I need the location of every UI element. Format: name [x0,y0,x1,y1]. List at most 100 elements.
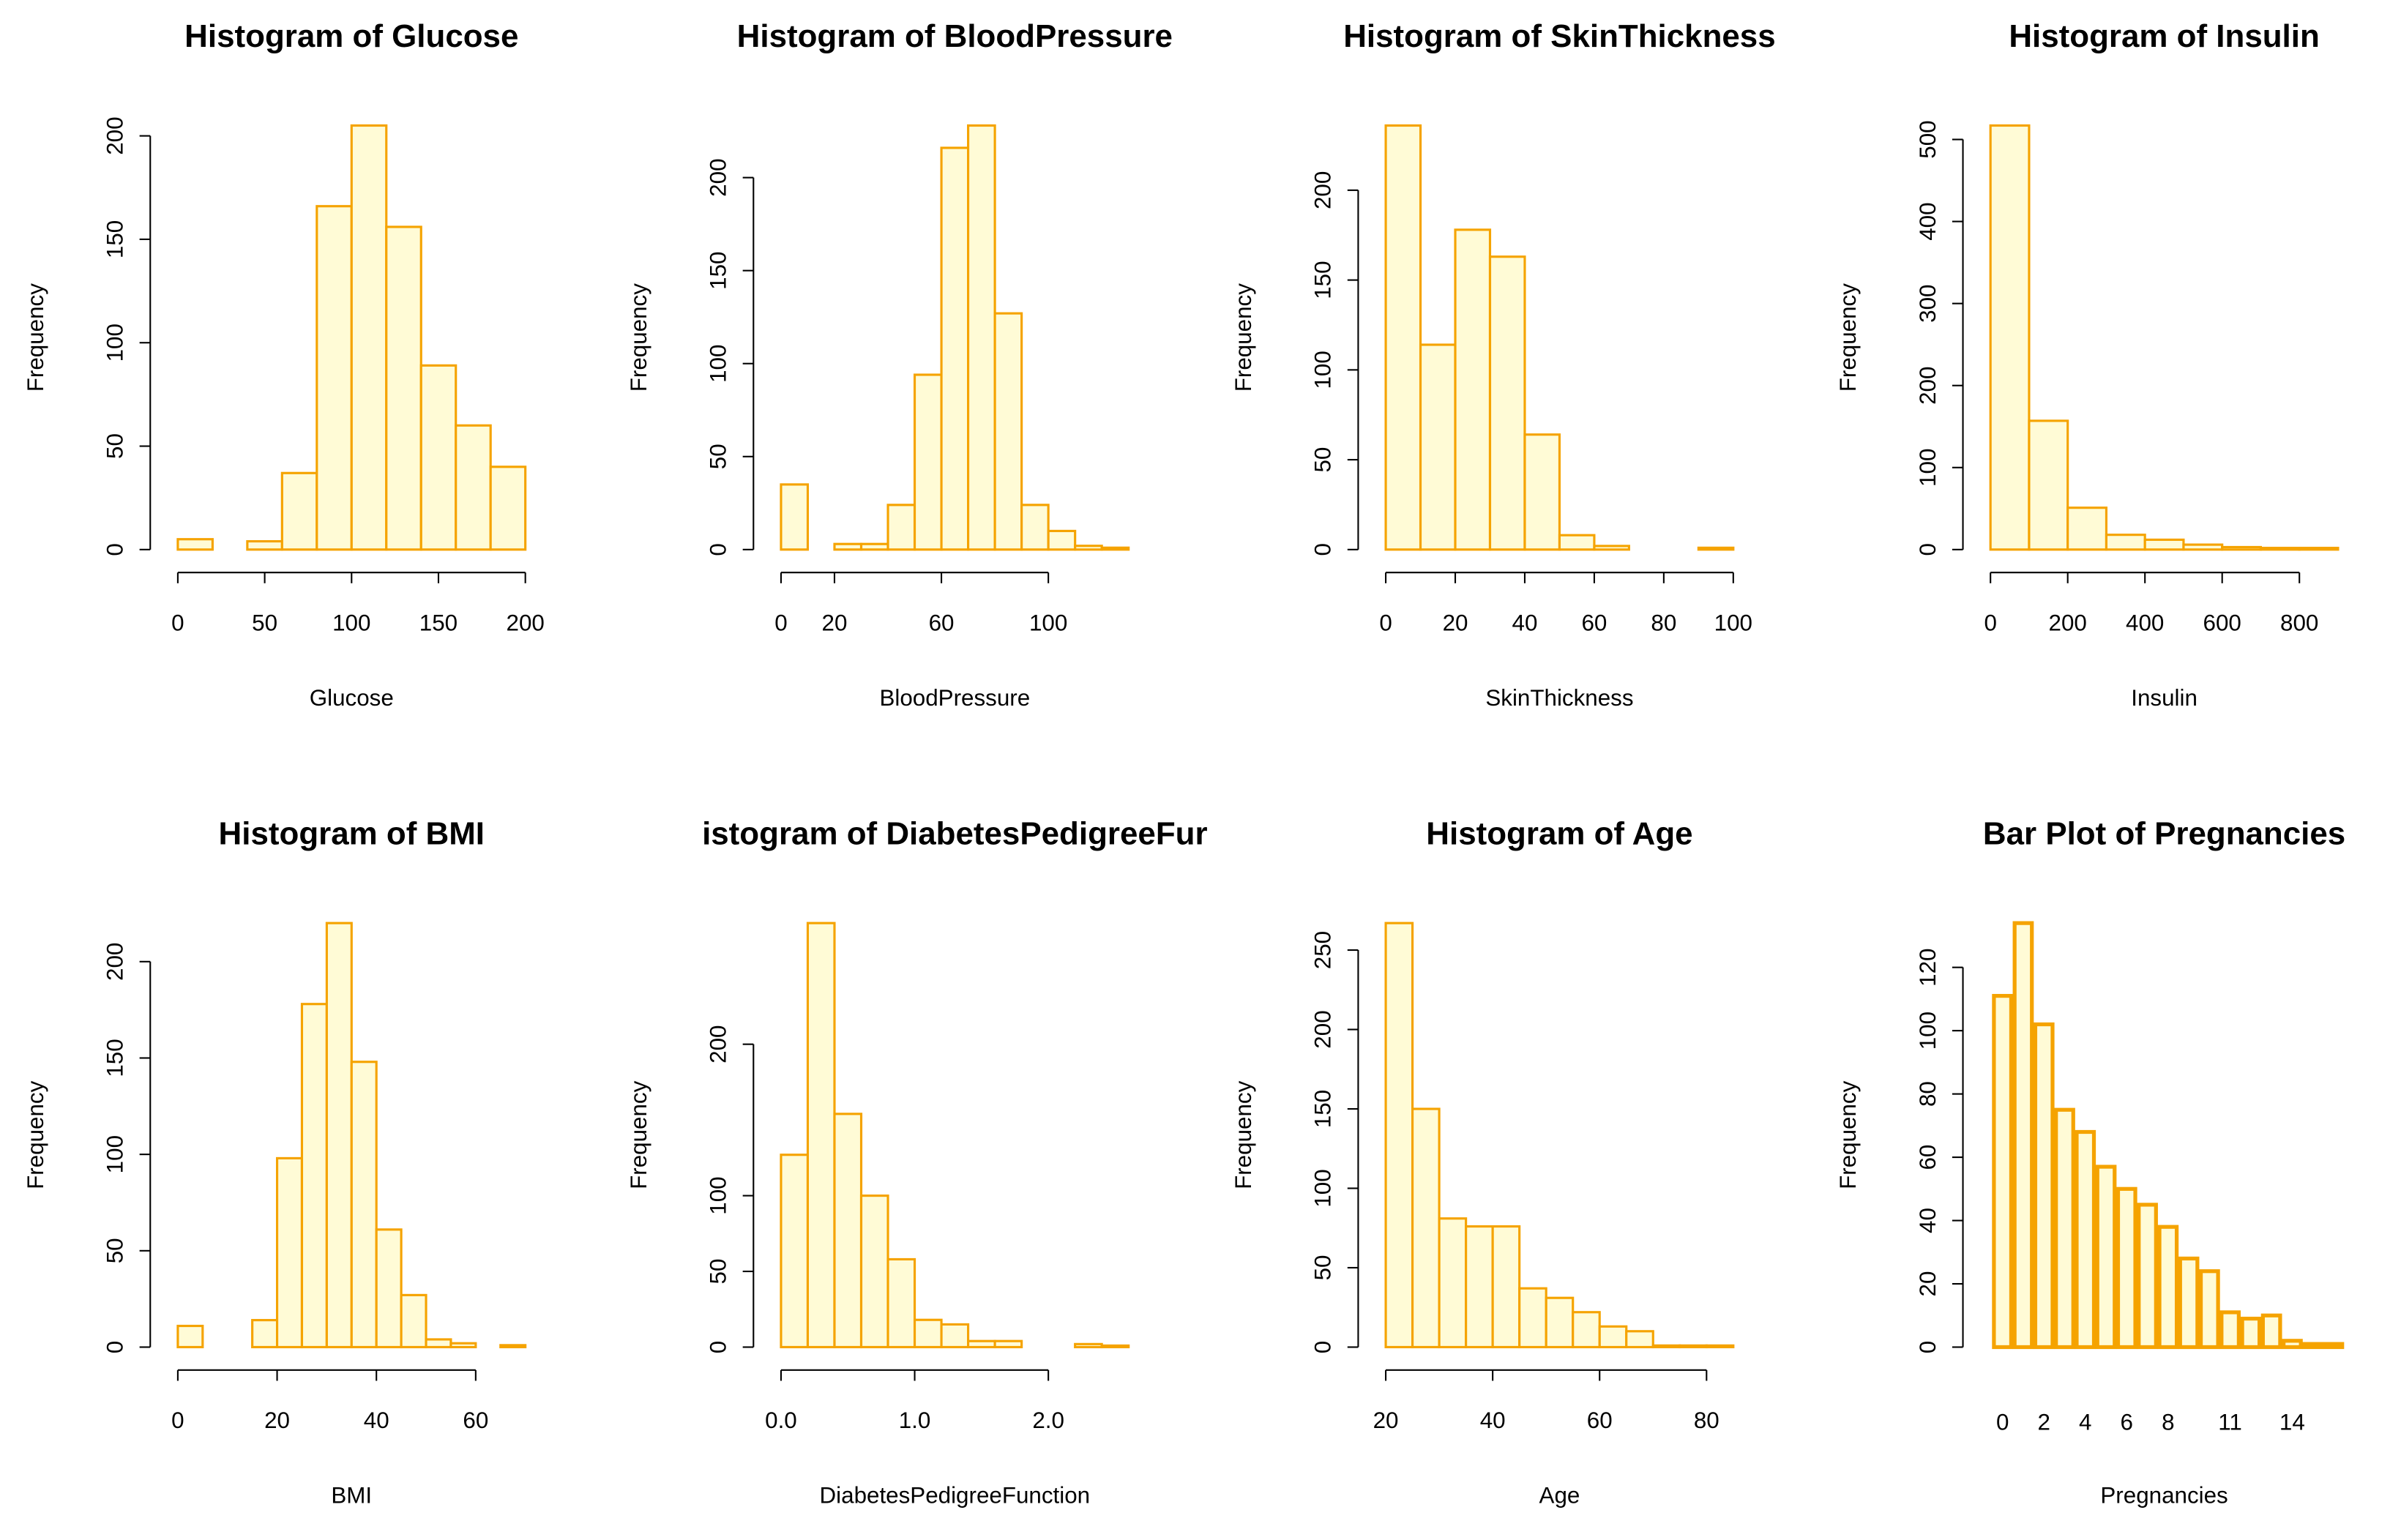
y-tick-label: 500 [1915,120,1941,158]
y-tick-label: 50 [706,1259,731,1285]
y-tick-label: 250 [1310,931,1336,969]
x-tick-label: 80 [1694,1408,1719,1433]
x-tick-label: 800 [2280,610,2318,636]
histogram-bar [1572,1311,1601,1349]
histogram-bar [1074,1342,1103,1349]
histogram-bar [449,1342,477,1349]
histogram-bar [325,922,353,1349]
histogram-bar [1989,124,2031,551]
x-tick-label: 80 [1651,610,1676,636]
x-tick-label: 0 [1379,610,1392,636]
y-axis-label: Frequency [626,1080,651,1189]
y-tick-label: 0 [1310,543,1336,556]
histogram-bar [1419,343,1457,551]
histogram-bar [2259,547,2301,551]
chart-title: Histogram of Glucose [184,18,518,54]
x-tick-label: 2.0 [1032,1408,1064,1433]
x-axis-label: SkinThickness [1485,685,1633,711]
histogram-bar [2221,545,2263,551]
y-tick-label: 100 [102,324,128,362]
y-tick-label: 200 [102,116,128,154]
y-tick-label: 40 [1915,1208,1941,1233]
x-tick-label: 20 [822,610,848,636]
histogram-bar [176,538,214,551]
y-tick-label: 300 [1915,284,1941,322]
x-axis-label: Insulin [2131,685,2198,711]
y-tick-label: 100 [1310,351,1336,389]
chart-title: istogram of DiabetesPedigreeFur [702,816,1207,852]
y-axis-label: Frequency [1835,1080,1861,1189]
x-tick-label: 200 [2049,610,2087,636]
x-tick-label: 0 [171,610,184,636]
histogram-bar [913,1318,943,1349]
y-tick-label: 50 [706,444,731,469]
y-axis-label: Frequency [23,1080,48,1189]
y-tick-label: 0 [1310,1341,1336,1353]
y-tick-label: 0 [102,543,128,556]
y-tick-label: 200 [706,1025,731,1064]
y-tick-label: 0 [102,1341,128,1353]
histogram-bar [1598,1325,1628,1349]
histogram-bar [1411,1107,1441,1349]
y-tick-label: 0 [1915,1341,1941,1353]
bar [2157,1225,2179,1350]
x-tick-label: 400 [2126,610,2164,636]
y-tick-label: 200 [706,158,731,196]
y-tick-label: 100 [1310,1169,1336,1207]
histogram-bar [2298,547,2340,551]
x-tick-label: 4 [2079,1409,2091,1435]
x-tick-label: 40 [1512,610,1538,636]
y-tick-label: 0 [706,543,731,556]
y-tick-label: 200 [1310,171,1336,209]
x-tick-label: 0 [1996,1409,2009,1435]
y-tick-label: 100 [1915,449,1941,487]
y-tick-label: 150 [1310,261,1336,299]
x-tick-label: 100 [332,610,370,636]
histogram-bar [176,1324,204,1349]
histogram-bar [859,1195,889,1349]
x-tick-label: 6 [2121,1409,2133,1435]
y-tick-label: 60 [1915,1145,1941,1170]
x-tick-label: 20 [1443,610,1468,636]
x-tick-label: 1.0 [899,1408,931,1433]
y-tick-label: 50 [1310,447,1336,473]
histogram-bar [1625,1330,1654,1349]
histogram-bar [280,471,318,551]
bar [2219,1310,2241,1350]
histogram-bar [993,1339,1023,1349]
x-tick-label: 8 [2162,1409,2174,1435]
x-tick-label: 60 [1587,1408,1613,1433]
x-tick-label: 2 [2037,1409,2050,1435]
histogram-bar [275,1156,304,1349]
histogram-bar [489,466,527,551]
histogram-bar [1020,504,1050,551]
chart-title: Histogram of Age [1426,816,1692,852]
x-axis-label: BMI [331,1483,372,1509]
chart-title: Histogram of BMI [219,816,485,852]
bar [1992,993,2014,1350]
y-tick-label: 100 [102,1135,128,1173]
histogram-bar [2105,534,2146,551]
histogram-bar [1488,255,1526,551]
histogram-bar [1593,545,1630,551]
histogram-bar [246,539,283,551]
histogram-bar [499,1344,527,1349]
x-tick-label: 40 [1480,1408,1506,1433]
x-tick-label: 60 [463,1408,488,1433]
histogram-bar [780,1154,810,1349]
histogram-bar [350,1061,378,1349]
bar [2302,1342,2324,1350]
histogram-bar [1438,1217,1468,1349]
bar [2054,1107,2075,1350]
y-tick-label: 100 [706,1176,731,1214]
histogram-bar [300,1003,328,1349]
histogram-bar [2028,419,2069,551]
histogram-bar [886,504,916,551]
x-axis-label: Age [1539,1483,1580,1509]
histogram-bar [967,1339,996,1349]
histogram-bar [1384,922,1414,1349]
histogram-bar [1697,546,1735,551]
x-tick-label: 0 [171,1408,184,1433]
y-tick-label: 50 [1310,1255,1336,1281]
